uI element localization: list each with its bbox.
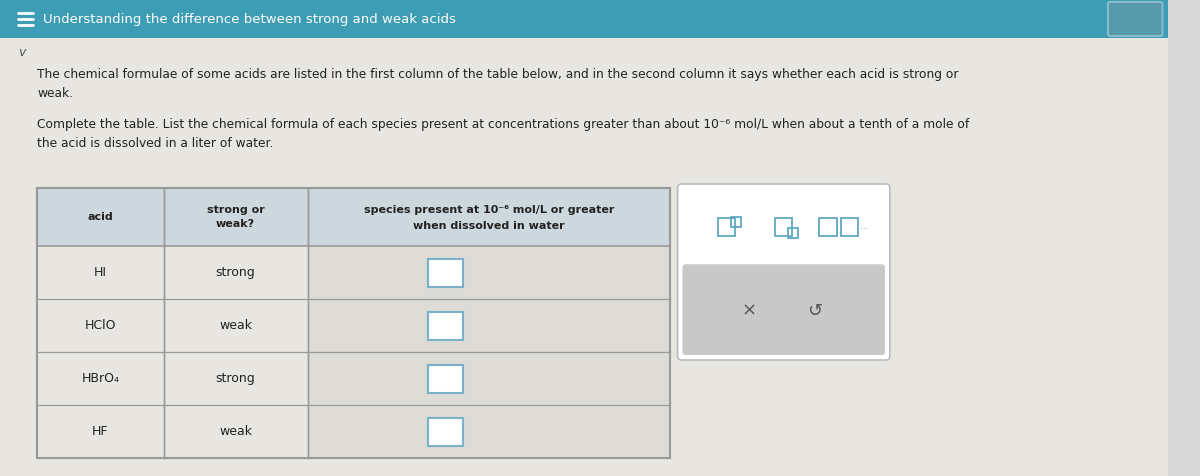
Text: weak: weak	[220, 319, 252, 332]
Bar	[307, 352, 670, 405]
Text: The chemical formulae of some acids are listed in the first column of the table : The chemical formulae of some acids are …	[37, 68, 959, 100]
Bar	[820, 218, 836, 236]
Bar	[37, 188, 670, 458]
Text: acid: acid	[88, 212, 113, 222]
Text: weak: weak	[220, 425, 252, 438]
Bar	[307, 299, 670, 352]
Text: HI: HI	[94, 266, 107, 279]
Text: HClO: HClO	[84, 319, 116, 332]
Bar	[841, 218, 858, 236]
Bar	[37, 352, 670, 405]
Bar	[307, 405, 670, 458]
Bar	[427, 417, 463, 446]
Text: Understanding the difference between strong and weak acids: Understanding the difference between str…	[43, 12, 456, 26]
Bar	[427, 365, 463, 393]
Bar	[37, 405, 670, 458]
Bar	[37, 246, 670, 299]
Text: Complete the table. List the chemical formula of each species present at concent: Complete the table. List the chemical fo…	[37, 118, 970, 150]
Bar	[37, 299, 670, 352]
Text: HF: HF	[92, 425, 108, 438]
Bar	[718, 218, 736, 236]
Text: ×: ×	[742, 302, 756, 320]
Text: strong or
weak?: strong or weak?	[206, 206, 264, 228]
Text: species present at 10⁻⁶ mol/L or greater: species present at 10⁻⁶ mol/L or greater	[364, 205, 614, 215]
Text: v: v	[18, 46, 25, 59]
FancyBboxPatch shape	[1108, 2, 1163, 36]
FancyBboxPatch shape	[683, 264, 884, 355]
Text: ↺: ↺	[806, 302, 822, 320]
Bar	[788, 228, 798, 238]
Bar	[427, 258, 463, 287]
Text: when dissolved in water: when dissolved in water	[413, 221, 564, 231]
Bar	[731, 217, 740, 227]
Text: ...: ...	[860, 222, 869, 231]
Text: strong: strong	[216, 266, 256, 279]
Bar	[37, 188, 670, 246]
Text: strong: strong	[216, 372, 256, 385]
Bar	[307, 246, 670, 299]
FancyBboxPatch shape	[678, 184, 890, 360]
Bar	[427, 311, 463, 339]
Bar	[0, 0, 1169, 38]
Text: HBrO₄: HBrO₄	[82, 372, 119, 385]
Bar	[37, 188, 670, 458]
Bar	[775, 218, 792, 236]
